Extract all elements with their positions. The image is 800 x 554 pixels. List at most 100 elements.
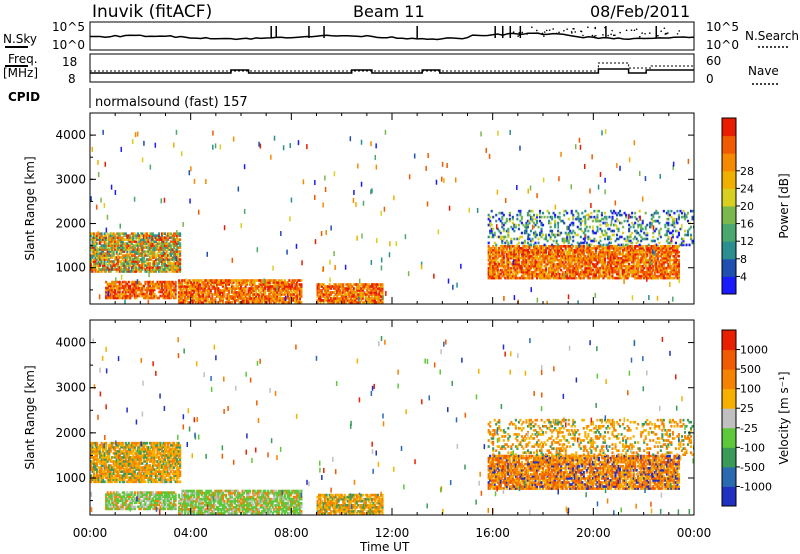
echo-cell [108, 282, 111, 286]
echo-cell [271, 297, 274, 300]
echo-cell [570, 262, 573, 266]
echo-cell [176, 236, 179, 239]
echo-cell [214, 289, 217, 292]
echo-cell [173, 252, 176, 255]
echo-cell [611, 244, 614, 248]
echo-cell [160, 242, 164, 245]
echo-cell [611, 215, 614, 219]
echo-cell [511, 254, 514, 258]
echo-cell [252, 279, 255, 282]
echo-cell [572, 252, 575, 256]
echo-cell [115, 270, 118, 273]
echo-cell [179, 232, 182, 235]
echo-cell [145, 264, 148, 267]
echo-cell [513, 250, 516, 254]
echo-cell [674, 246, 677, 250]
echo-cell [283, 291, 286, 294]
echo-cell [165, 238, 168, 241]
echo-cell [554, 258, 557, 262]
echo-cell [90, 260, 93, 263]
echo-cell [160, 238, 164, 241]
echo-cell [202, 301, 205, 304]
echo-cell [381, 299, 384, 302]
echo-cell [168, 296, 171, 300]
echo-cell [540, 235, 543, 239]
echo-cell [615, 244, 619, 248]
echo-cell [537, 250, 540, 254]
echo-cell [510, 276, 513, 280]
echo-cell [194, 293, 197, 296]
echo-cell [659, 248, 662, 252]
echo-cell [575, 264, 578, 268]
echo-cell [649, 276, 652, 280]
echo-cell [243, 301, 246, 304]
echo-cell [502, 250, 505, 254]
echo-cell [677, 260, 681, 264]
echo-cell [184, 301, 187, 304]
echo-cell [658, 264, 661, 268]
echo-cell [548, 248, 551, 252]
echo-cell [159, 284, 162, 288]
echo-cell [517, 227, 520, 231]
echo-cell [561, 252, 564, 256]
echo-cell [611, 266, 614, 270]
echo-cell [100, 258, 103, 261]
echo-cell [182, 285, 185, 288]
echo-cell [321, 295, 324, 298]
echo-cell [144, 236, 147, 239]
echo-cell [194, 287, 197, 290]
echo-cell [94, 244, 97, 247]
echo-cell [631, 264, 634, 268]
echo-cell [136, 246, 139, 249]
echo-cell [221, 301, 224, 304]
echo-cell [526, 258, 530, 262]
echo-cell [609, 268, 613, 272]
echo-cell [139, 260, 142, 263]
echo-cell [637, 219, 640, 223]
echo-cell [224, 279, 228, 282]
echo-cell [567, 217, 570, 221]
echo-cell [637, 264, 640, 268]
echo-speckle [460, 263, 462, 269]
echo-cell [603, 246, 607, 250]
echo-cell [163, 236, 167, 239]
echo-cell [490, 272, 493, 276]
echo-cell [106, 256, 109, 259]
echo-cell [144, 268, 147, 271]
echo-cell [625, 276, 628, 280]
echo-cell [138, 244, 141, 247]
echo-cell [520, 235, 523, 239]
echo-cell [561, 260, 564, 264]
echo-cell [649, 274, 652, 278]
echo-cell [508, 274, 511, 278]
echo-cell [599, 248, 602, 252]
echo-cell [129, 256, 132, 259]
echo-cell [94, 270, 97, 273]
echo-cell [289, 281, 292, 284]
echo-cell [667, 213, 670, 217]
echo-cell [661, 266, 664, 270]
echo-cell [585, 248, 588, 252]
echo-cell [596, 266, 599, 270]
echo-cell [373, 289, 376, 292]
echo-cell [370, 295, 373, 298]
nave-tick-top: 60 [706, 54, 721, 68]
echo-cell [132, 250, 135, 253]
echo-cell [370, 293, 373, 296]
echo-cell [502, 254, 505, 258]
echo-cell [608, 246, 611, 250]
echo-cell [614, 270, 617, 274]
echo-cell [355, 301, 358, 304]
echo-cell [147, 244, 150, 247]
echo-cell [102, 252, 105, 255]
echo-cell [667, 272, 670, 276]
echo-cell [246, 293, 249, 296]
echo-cell [190, 283, 193, 286]
echo-cell [188, 301, 191, 304]
echo-cell [552, 254, 555, 258]
echo-cell [668, 276, 671, 280]
echo-cell [160, 282, 164, 286]
echo-cell [220, 283, 223, 286]
echo-cell [585, 266, 588, 270]
echo-cell [112, 260, 115, 263]
